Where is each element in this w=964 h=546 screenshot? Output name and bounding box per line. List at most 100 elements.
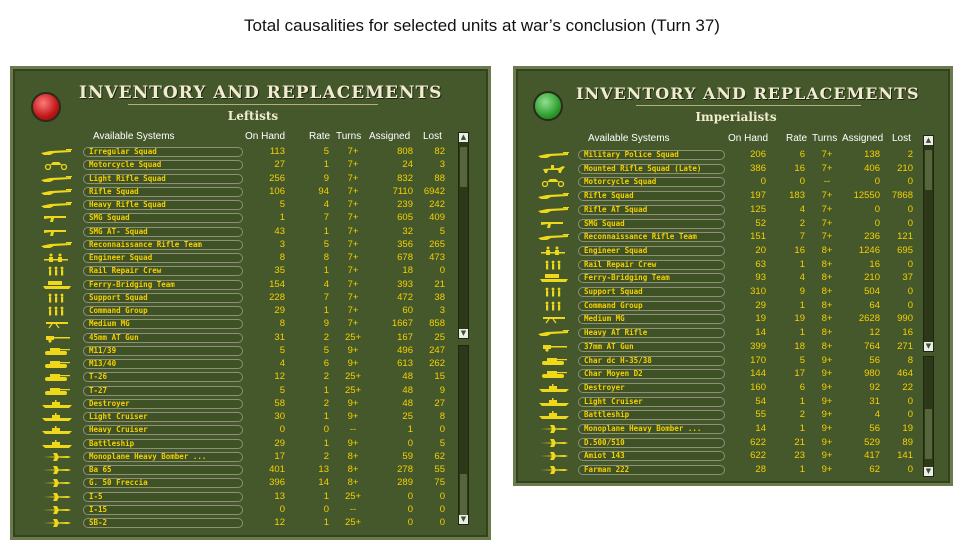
- scroll-down-icon[interactable]: ▼: [924, 342, 933, 351]
- inventory-row[interactable]: I-5 13 1 25+ 0 0: [13, 491, 488, 505]
- scroll-up-icon[interactable]: ▲: [459, 133, 468, 142]
- unit-name-button[interactable]: Medium MG: [578, 314, 725, 325]
- scroll-thumb[interactable]: [460, 147, 467, 187]
- unit-name-button[interactable]: Motorcycle Squad: [83, 160, 243, 171]
- inventory-row[interactable]: Light Rifle Squad 256 9 7+ 832 88: [13, 173, 488, 187]
- unit-name-button[interactable]: Rifle Squad: [578, 191, 725, 202]
- inventory-row[interactable]: Destroyer 160 6 9+ 92 22: [516, 382, 950, 397]
- inventory-row[interactable]: Ba 65 401 13 8+ 278 55: [13, 464, 488, 478]
- inventory-row[interactable]: Engineer Squad 20 16 8+ 1246 695: [516, 245, 950, 260]
- unit-name-button[interactable]: I-5: [83, 491, 243, 502]
- inventory-row[interactable]: Command Group 29 1 8+ 64 0: [516, 300, 950, 315]
- scroll-down-icon[interactable]: ▼: [459, 329, 468, 338]
- inventory-row[interactable]: Farman 222 28 1 9+ 62 0: [516, 464, 950, 479]
- inventory-row[interactable]: T-26 12 2 25+ 48 15: [13, 371, 488, 385]
- inventory-row[interactable]: Char dc H-35/38 170 5 9+ 56 8: [516, 355, 950, 370]
- unit-name-button[interactable]: 37mm AT Gun: [578, 341, 725, 352]
- unit-name-button[interactable]: T-27: [83, 385, 243, 396]
- unit-name-button[interactable]: Light Cruiser: [83, 412, 243, 422]
- unit-name-button[interactable]: Medium MG: [83, 319, 243, 330]
- scroll-thumb[interactable]: [925, 409, 932, 459]
- inventory-row[interactable]: Medium MG 8 9 7+ 1667 858: [13, 318, 488, 332]
- inventory-row[interactable]: G. 50 Freccia 396 14 8+ 289 75: [13, 477, 488, 491]
- unit-name-button[interactable]: SMG Squad: [578, 218, 725, 229]
- inventory-row[interactable]: Rifle Squad 106 94 7+ 7110 6942: [13, 186, 488, 200]
- inventory-row[interactable]: Medium MG 19 19 8+ 2628 990: [516, 313, 950, 328]
- unit-name-button[interactable]: Heavy Cruiser: [83, 425, 243, 436]
- unit-name-button[interactable]: Engineer Squad: [83, 253, 243, 263]
- inventory-row[interactable]: Battleship 55 2 9+ 4 0: [516, 409, 950, 424]
- unit-name-button[interactable]: M13/40: [83, 359, 243, 369]
- inventory-row[interactable]: I-15 0 0 -- 0 0: [13, 504, 488, 518]
- unit-name-button[interactable]: Rifle AT Squad: [578, 204, 725, 215]
- unit-name-button[interactable]: I-15: [83, 504, 243, 515]
- unit-name-button[interactable]: Amiot 143: [578, 451, 725, 462]
- scroll-up-icon[interactable]: ▲: [924, 136, 933, 145]
- inventory-row[interactable]: Amiot 143 622 23 9+ 417 141: [516, 450, 950, 465]
- inventory-row[interactable]: Motorcycle Squad 27 1 7+ 24 3: [13, 159, 488, 173]
- unit-name-button[interactable]: Heavy Rifle Squad: [83, 200, 243, 210]
- inventory-row[interactable]: Monoplane Heavy Bomber ... 14 1 9+ 56 19: [516, 423, 950, 438]
- unit-name-button[interactable]: Engineer Squad: [578, 245, 725, 256]
- inventory-row[interactable]: Irregular Squad 113 5 7+ 808 82: [13, 146, 488, 160]
- unit-name-button[interactable]: Monoplane Heavy Bomber ...: [83, 451, 243, 462]
- unit-name-button[interactable]: Command Group: [83, 306, 243, 316]
- unit-name-button[interactable]: SMG AT- Squad: [83, 226, 243, 237]
- inventory-row[interactable]: Support Squad 228 7 7+ 472 38: [13, 292, 488, 306]
- inventory-row[interactable]: SMG AT- Squad 43 1 7+ 32 5: [13, 226, 488, 240]
- unit-name-button[interactable]: Light Cruiser: [578, 396, 725, 407]
- inventory-row[interactable]: Command Group 29 1 7+ 60 3: [13, 305, 488, 319]
- unit-name-button[interactable]: Support Squad: [83, 292, 243, 303]
- scrollbar-upper[interactable]: ▲ ▼: [458, 132, 469, 339]
- unit-name-button[interactable]: Irregular Squad: [83, 147, 243, 157]
- inventory-row[interactable]: Engineer Squad 8 8 7+ 678 473: [13, 252, 488, 266]
- unit-name-button[interactable]: Ferry-Bridging Team: [83, 279, 243, 290]
- unit-name-button[interactable]: Support Squad: [578, 287, 725, 297]
- unit-name-button[interactable]: Military Police Squad: [578, 150, 725, 160]
- unit-name-button[interactable]: Destroyer: [578, 382, 725, 393]
- inventory-row[interactable]: M11/39 5 5 9+ 496 247: [13, 345, 488, 359]
- unit-name-button[interactable]: Rail Repair Crew: [83, 266, 243, 277]
- unit-name-button[interactable]: Light Rifle Squad: [83, 173, 243, 184]
- scroll-down-icon[interactable]: ▼: [924, 467, 933, 476]
- inventory-row[interactable]: Heavy AT Rifle 14 1 8+ 12 16: [516, 327, 950, 342]
- unit-name-button[interactable]: Monoplane Heavy Bomber ...: [578, 424, 725, 434]
- scrollbar-upper[interactable]: ▲ ▼: [923, 135, 934, 352]
- inventory-row[interactable]: Heavy Cruiser 0 0 -- 1 0: [13, 424, 488, 438]
- inventory-row[interactable]: Rail Repair Crew 35 1 7+ 18 0: [13, 265, 488, 279]
- unit-name-button[interactable]: Ferry-Bridging Team: [578, 273, 725, 284]
- unit-name-button[interactable]: Mounted Rifle Squad (Late): [578, 163, 725, 174]
- unit-name-button[interactable]: T-26: [83, 372, 243, 383]
- scroll-thumb[interactable]: [460, 474, 467, 516]
- side-status-indicator[interactable]: [533, 91, 563, 121]
- unit-name-button[interactable]: Destroyer: [83, 398, 243, 409]
- unit-name-button[interactable]: Battleship: [83, 438, 243, 449]
- unit-name-button[interactable]: Battleship: [578, 410, 725, 421]
- inventory-row[interactable]: Support Squad 310 9 8+ 504 0: [516, 286, 950, 301]
- unit-name-button[interactable]: Reconnaissance Rifle Team: [83, 239, 243, 250]
- inventory-row[interactable]: Light Cruiser 30 1 9+ 25 8: [13, 411, 488, 425]
- unit-name-button[interactable]: SMG Squad: [83, 213, 243, 224]
- unit-name-button[interactable]: G. 50 Freccia: [83, 478, 243, 489]
- scrollbar-lower[interactable]: ▼: [923, 356, 934, 477]
- inventory-row[interactable]: Destroyer 58 2 9+ 48 27: [13, 398, 488, 412]
- inventory-row[interactable]: M13/40 4 6 9+ 613 262: [13, 358, 488, 372]
- unit-name-button[interactable]: Heavy AT Rifle: [578, 328, 725, 339]
- inventory-row[interactable]: Rifle AT Squad 125 4 7+ 0 0: [516, 204, 950, 219]
- inventory-row[interactable]: 45mm AT Gun 31 2 25+ 167 25: [13, 332, 488, 346]
- inventory-row[interactable]: Monoplane Heavy Bomber ... 17 2 8+ 59 62: [13, 451, 488, 465]
- inventory-row[interactable]: SB-2 12 1 25+ 0 0: [13, 517, 488, 531]
- side-status-indicator[interactable]: [31, 92, 61, 122]
- inventory-row[interactable]: Rail Repair Crew 63 1 8+ 16 0: [516, 259, 950, 274]
- unit-name-button[interactable]: Ba 65: [83, 465, 243, 475]
- inventory-row[interactable]: SMG Squad 1 7 7+ 605 409: [13, 212, 488, 226]
- inventory-row[interactable]: SMG Squad 52 2 7+ 0 0: [516, 218, 950, 233]
- inventory-row[interactable]: D.500/510 622 21 9+ 529 89: [516, 437, 950, 452]
- unit-name-button[interactable]: Command Group: [578, 300, 725, 311]
- unit-name-button[interactable]: SB-2: [83, 518, 243, 528]
- inventory-row[interactable]: Mounted Rifle Squad (Late) 386 16 7+ 406 210: [516, 163, 950, 178]
- unit-name-button[interactable]: Reconnaissance Rifle Team: [578, 232, 725, 243]
- unit-name-button[interactable]: Rifle Squad: [83, 186, 243, 197]
- scrollbar-lower[interactable]: ▼: [458, 345, 469, 525]
- unit-name-button[interactable]: Rail Repair Crew: [578, 259, 725, 270]
